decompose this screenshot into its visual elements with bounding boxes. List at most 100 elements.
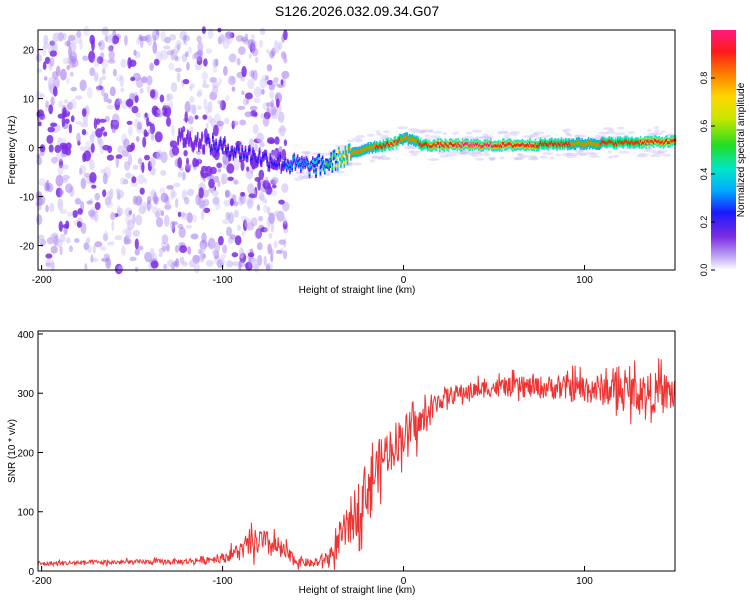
ridge-core: [220, 143, 223, 147]
spectrogram-haze: [652, 151, 665, 155]
spectrogram-blob: [152, 206, 158, 215]
spectrogram-blob: [171, 125, 175, 137]
spectrogram-blob: [280, 79, 284, 85]
spectrogram-blob: [135, 214, 143, 226]
spectrogram-blob: [250, 217, 258, 227]
spectrogram-blob: [207, 101, 213, 113]
spectrogram-blob: [156, 112, 163, 118]
ridge-core: [177, 139, 179, 143]
ridge-core: [265, 153, 267, 157]
ridge-core: [525, 144, 528, 148]
spectrogram-blob: [62, 179, 68, 184]
spectrogram-blob: [62, 164, 69, 170]
snr-plot-area: [37, 358, 675, 570]
colorbar-tick-label: 0.4: [699, 168, 709, 181]
spectrogram-blob: [143, 178, 148, 184]
ridge-core: [313, 167, 315, 170]
spectrogram-blob: [273, 177, 278, 184]
snr-panel: -200 -100 0 100 0 100 200 300 400 Height of str…: [7, 330, 676, 596]
spectrogram-blob: [201, 71, 209, 81]
ridge-core: [299, 160, 301, 164]
spectrogram-blob: [215, 58, 219, 67]
spectrogram-haze: [335, 147, 345, 151]
spectrogram-blob: [38, 121, 42, 127]
ridge-core: [480, 145, 482, 149]
ridge-core: [469, 144, 471, 148]
spectrogram-blob: [36, 156, 42, 166]
ridge-core: [390, 141, 392, 145]
ridge-core: [584, 142, 587, 146]
spectrogram-blob: [270, 222, 274, 233]
spectrogram-blob: [220, 173, 228, 185]
ridge-core: [199, 141, 201, 145]
ridge-core: [285, 165, 288, 169]
ridge-core: [652, 141, 655, 145]
ridge-core: [499, 143, 502, 147]
ridge-core: [454, 143, 456, 147]
spectrogram-blob: [230, 76, 236, 83]
ridge-core: [287, 162, 289, 166]
ridge-core: [225, 148, 227, 152]
spectrogram-haze: [471, 129, 483, 133]
ridge-core: [344, 149, 347, 153]
spectrogram-blob: [55, 65, 61, 77]
spectrogram-haze: [489, 158, 495, 162]
ridge-core: [530, 143, 532, 147]
ridge-core: [355, 150, 357, 154]
spectrogram-haze: [527, 157, 539, 161]
ridge-core: [673, 138, 676, 142]
ridge-core: [498, 145, 501, 149]
spectrogram-blob: [89, 34, 95, 45]
spectrogram-haze: [410, 153, 418, 157]
spectrogram-blob: [121, 149, 130, 157]
spectrogram-blob: [185, 224, 192, 229]
ridge-core: [587, 140, 590, 144]
spectrogram-blob: [62, 57, 70, 65]
ridge-core: [604, 141, 606, 145]
ridge-core: [267, 165, 270, 168]
spectrogram-haze: [375, 130, 381, 134]
spectrogram-blob: [149, 89, 156, 99]
spectrogram-blob: [167, 50, 173, 56]
spectrogram-blob: [231, 86, 236, 92]
ridge-core: [239, 155, 241, 159]
spectrogram-blob: [134, 238, 139, 250]
ridge-core: [428, 143, 430, 147]
spectrogram-blob: [248, 258, 252, 268]
spectrogram-blob: [262, 180, 270, 189]
spectrogram-blob: [268, 84, 275, 91]
ridge-core: [330, 155, 332, 159]
spectrogram-haze: [354, 139, 364, 143]
spectrogram-haze: [583, 151, 596, 155]
spectrogram-blob: [76, 29, 82, 38]
spectrogram-blob: [229, 234, 236, 240]
spectrogram-haze: [428, 129, 434, 133]
ridge-core: [335, 156, 338, 160]
ridge-core: [503, 141, 505, 145]
spectrogram-blob: [170, 262, 176, 270]
spectrogram-blob: [246, 166, 250, 172]
ridge-core: [360, 149, 363, 153]
ridge-core: [191, 144, 194, 148]
spectrogram-blob: [83, 150, 91, 162]
spectrogram-blob: [134, 248, 140, 256]
spectrogram-blob: [123, 138, 130, 150]
spectrogram-blob: [106, 154, 114, 161]
spectrogram-blob: [90, 143, 95, 153]
ridge-core: [208, 141, 211, 145]
ridge-core: [573, 143, 576, 147]
ridge-core: [626, 141, 629, 145]
spectrogram-blob: [253, 229, 261, 240]
spectrogram-blob: [188, 259, 196, 268]
spectrogram-haze: [643, 149, 648, 153]
spectrogram-blob: [228, 75, 236, 86]
spectrogram-blob: [38, 238, 47, 244]
spectrogram-blob: [278, 111, 285, 123]
spectrogram-blob: [178, 227, 186, 238]
ridge-core: [386, 141, 389, 145]
spectrogram-blob: [130, 76, 136, 82]
ridge-core: [305, 159, 308, 163]
spectrogram-haze: [366, 133, 375, 137]
ridge-core: [600, 140, 603, 144]
spectrogram-blob: [205, 106, 210, 116]
